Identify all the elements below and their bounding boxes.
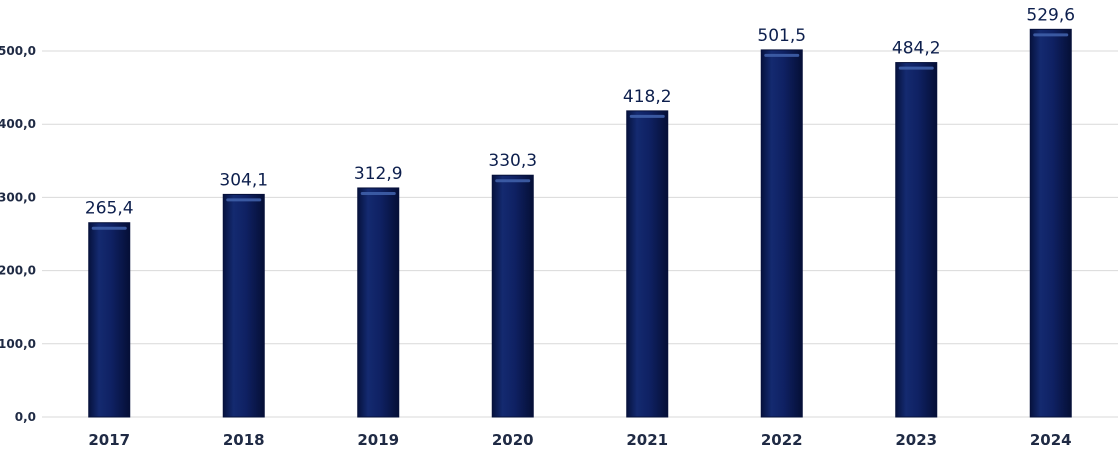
x-category-label: 2020	[492, 431, 534, 449]
y-tick-label: 200,0	[0, 264, 36, 278]
bar-body	[88, 222, 131, 418]
bar-body	[1029, 28, 1072, 418]
x-category-label: 2022	[761, 431, 803, 449]
y-tick-label: 500,0	[0, 44, 36, 58]
y-axis-tick-labels: 0,0 100,0 200,0 300,0 400,0 500,0	[0, 44, 36, 424]
bar-highlight	[898, 66, 934, 70]
bar	[491, 174, 534, 418]
bar-body	[222, 193, 265, 418]
data-label: 418,2	[623, 87, 672, 107]
bar	[357, 187, 400, 418]
x-category-label: 2017	[88, 431, 130, 449]
y-tick-label: 100,0	[0, 337, 36, 351]
bar	[760, 49, 803, 418]
x-category-label: 2021	[626, 431, 668, 449]
bar-body	[491, 174, 534, 418]
bar-body	[626, 110, 669, 418]
x-category-label: 2023	[895, 431, 937, 449]
bar	[1029, 28, 1072, 418]
data-label: 330,3	[488, 151, 537, 171]
bar-highlight	[764, 53, 800, 57]
bar-highlight	[1033, 33, 1069, 37]
data-label: 501,5	[757, 26, 806, 46]
bar-highlight	[629, 114, 665, 118]
data-label: 529,6	[1026, 5, 1075, 25]
y-tick-label: 0,0	[15, 410, 36, 424]
bar-body	[895, 62, 938, 418]
data-label: 304,1	[219, 170, 268, 190]
bars	[88, 28, 1072, 418]
data-label: 312,9	[354, 164, 403, 184]
bar	[88, 222, 131, 418]
y-tick-label: 300,0	[0, 190, 36, 204]
bar	[222, 193, 265, 418]
data-label: 265,4	[85, 199, 134, 219]
bar-highlight	[495, 179, 531, 183]
bar	[626, 110, 669, 418]
x-axis-category-labels: 2017 2018 2019 2020 2021 2022 2023 2024	[88, 431, 1071, 449]
bar-body	[760, 49, 803, 418]
bar-highlight	[91, 226, 127, 230]
gridlines	[42, 50, 1118, 418]
x-category-label: 2019	[357, 431, 399, 449]
x-category-label: 2018	[223, 431, 265, 449]
bar	[895, 62, 938, 418]
bar-body	[357, 187, 400, 418]
data-labels: 265,4 304,1 312,9 330,3 418,2 501,5 484,2 529,6	[85, 5, 1075, 218]
x-category-label: 2024	[1030, 431, 1072, 449]
data-label: 484,2	[892, 39, 941, 59]
y-tick-label: 400,0	[0, 117, 36, 131]
bar-highlight	[360, 191, 396, 195]
bar-highlight	[226, 198, 262, 202]
